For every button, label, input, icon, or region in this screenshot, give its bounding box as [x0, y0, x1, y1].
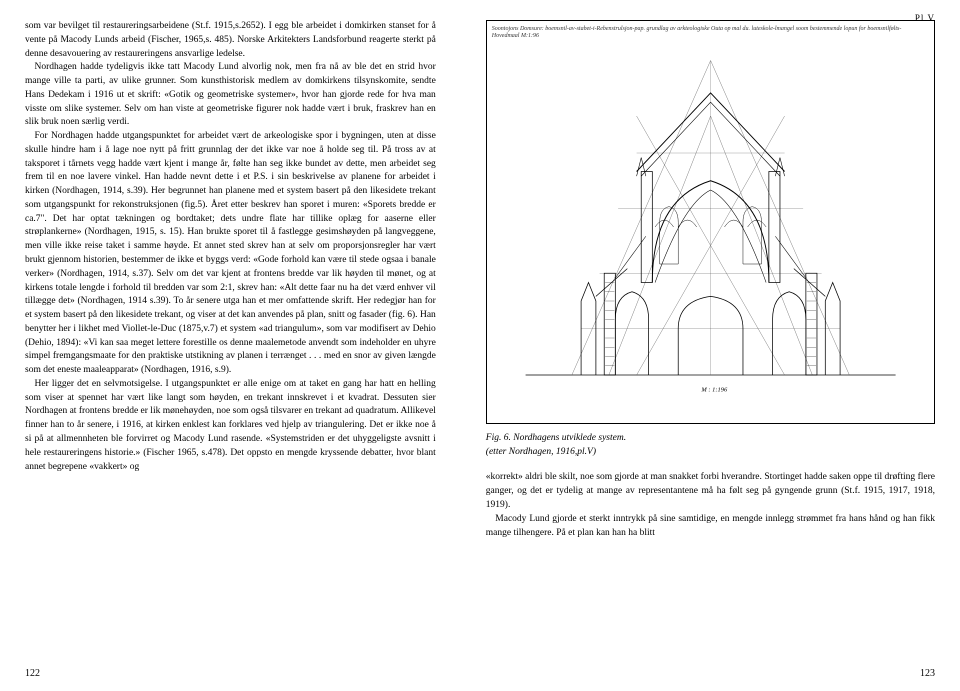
plate-label: Pl V — [915, 12, 935, 25]
para2: Nordhagen hadde tydeligvis ikke tatt Mac… — [25, 62, 436, 127]
scale-label: M : 1:196 — [700, 387, 728, 394]
right-para1: «korrekt» aldri ble skilt, noe som gjord… — [486, 472, 935, 510]
body-text-right: «korrekt» aldri ble skilt, noe som gjord… — [486, 471, 935, 540]
right-page: Pl V Soontojons Domsure: boemsnil-av-sta… — [461, 0, 960, 691]
figure-container: Soontojons Domsure: boemsnil-av-stabet-i… — [486, 20, 935, 424]
body-text-left: som var bevilget til restaureringsarbeid… — [25, 20, 436, 474]
para3: For Nordhagen hadde utgangspunktet for a… — [25, 131, 436, 375]
figure-caption: Fig. 6. Nordhagens utviklede system. (et… — [486, 432, 935, 460]
cathedral-section-diagram: M : 1:196 — [492, 42, 929, 412]
page-number-left: 122 — [25, 667, 40, 682]
caption-line1: Fig. 6. Nordhagens utviklede system. — [486, 432, 935, 446]
page-number-right: 123 — [920, 667, 935, 682]
left-page: som var bevilget til restaureringsarbeid… — [0, 0, 461, 691]
right-para2: Macody Lund gjorde et sterkt inntrykk på… — [486, 514, 935, 538]
caption-line2: (etter Nordhagen, 1916,pl.V) — [486, 446, 935, 460]
figure-header-text: Soontojons Domsure: boemsnil-av-stabet-i… — [492, 26, 929, 39]
para4: Her ligger det en selvmotsigelse. I utga… — [25, 379, 436, 472]
para1: som var bevilget til restaureringsarbeid… — [25, 21, 436, 59]
